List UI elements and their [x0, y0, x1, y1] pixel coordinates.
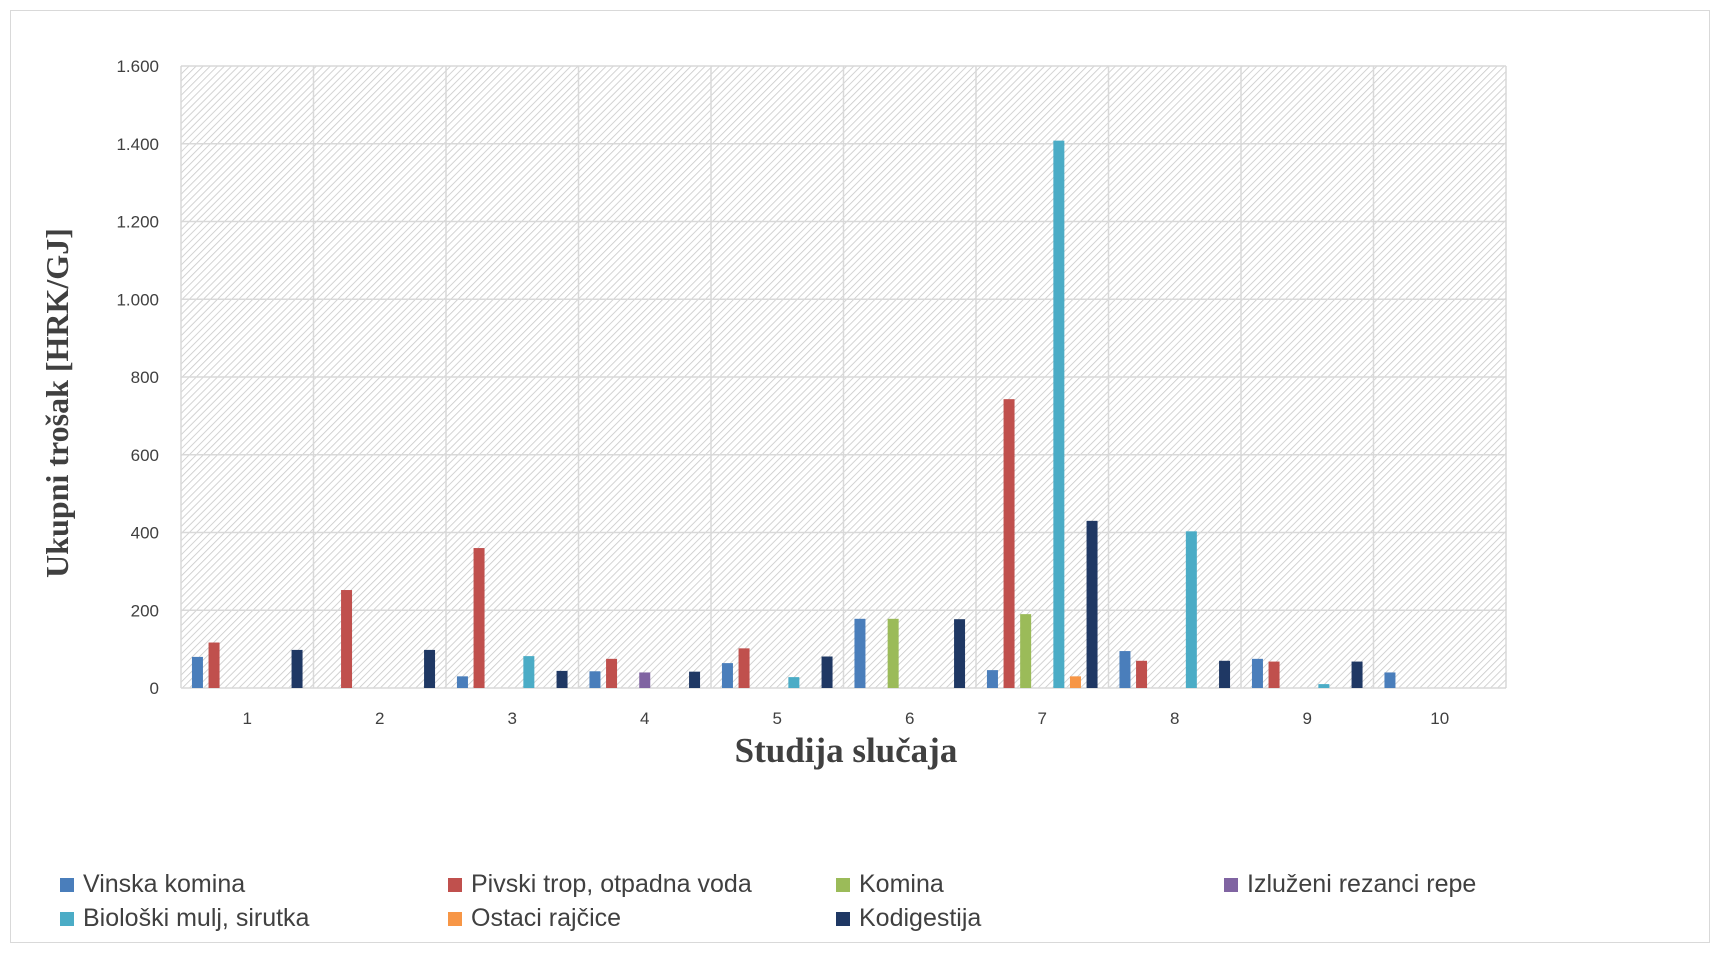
- bar: [721, 663, 733, 688]
- x-axis-title: Studija slučaja: [735, 731, 958, 770]
- bar: [689, 671, 701, 688]
- x-tick-label: 2: [375, 709, 384, 728]
- x-tick-label: 6: [905, 709, 914, 728]
- legend-label: Biološki mulj, sirutka: [83, 904, 310, 932]
- y-tick-label: 200: [131, 601, 159, 620]
- bar: [1119, 651, 1131, 688]
- bar: [191, 656, 203, 688]
- bar: [1136, 660, 1148, 688]
- x-tick-label: 1: [243, 709, 252, 728]
- bar: [788, 677, 800, 688]
- legend-swatch: [836, 911, 850, 926]
- gridlines: [180, 65, 1507, 689]
- bar: [424, 649, 436, 688]
- x-tick-label: 10: [1430, 709, 1449, 728]
- legend-label: Izluženi rezanci repe: [1247, 870, 1477, 898]
- y-tick-label: 600: [131, 446, 159, 465]
- y-tick-label: 1.400: [116, 135, 159, 154]
- bar: [1351, 661, 1363, 688]
- legend-item: Komina: [836, 870, 944, 899]
- legend-label: Ostaci rajčice: [471, 904, 622, 932]
- bar: [456, 676, 468, 688]
- bar: [1318, 684, 1330, 688]
- x-tick-label: 5: [773, 709, 782, 728]
- legend-swatch: [448, 911, 462, 926]
- bar: [1003, 399, 1015, 688]
- legend-label: Vinska komina: [83, 870, 246, 898]
- bar: [1020, 614, 1032, 688]
- x-tick-label: 4: [640, 709, 649, 728]
- y-tick-labels: 0 200 400 600 800 1.000 1.200 1.400 1.600: [116, 57, 159, 698]
- legend-label: Komina: [859, 870, 944, 898]
- bar: [341, 590, 353, 688]
- bar: [1185, 531, 1197, 688]
- bar: [1069, 676, 1081, 688]
- legend: Vinska komina Pivski trop, otpadna voda Ko…: [60, 862, 1700, 942]
- bar: [1268, 661, 1280, 688]
- bar: [606, 658, 618, 688]
- legend-item: Vinska komina: [60, 870, 245, 899]
- legend-swatch: [448, 877, 462, 892]
- bar: [523, 656, 535, 688]
- bar: [589, 671, 601, 688]
- x-tick-label: 9: [1303, 709, 1312, 728]
- chart-frame: [10, 10, 1710, 943]
- bar: [473, 548, 485, 688]
- bar: [1219, 660, 1231, 688]
- legend-swatch: [1224, 877, 1238, 892]
- x-tick-label: 3: [508, 709, 517, 728]
- y-tick-label: 1.200: [116, 213, 159, 232]
- legend-item: Pivski trop, otpadna voda: [448, 870, 752, 899]
- bar: [291, 649, 303, 688]
- x-tick-label: 7: [1038, 709, 1047, 728]
- bar: [986, 670, 998, 688]
- bar: [954, 619, 966, 688]
- bar: [821, 656, 833, 688]
- legend-item: Izluženi rezanci repe: [1224, 870, 1476, 899]
- legend-item: Ostaci rajčice: [448, 904, 621, 933]
- legend-item: Biološki mulj, sirutka: [60, 904, 309, 933]
- bar: [1251, 658, 1263, 688]
- y-tick-label: 1.600: [116, 57, 159, 76]
- x-tick-labels: 1 2 3 4 5 6 7 8 9 10: [243, 709, 1450, 728]
- bar: [1384, 672, 1396, 688]
- y-tick-label: 800: [131, 368, 159, 387]
- bar: [639, 672, 651, 688]
- y-axis-title: Ukupni trošak [HRK/GJ]: [39, 228, 75, 578]
- bar: [854, 618, 866, 688]
- bars: [191, 140, 1396, 688]
- legend-swatch: [60, 911, 74, 926]
- legend-item: Kodigestija: [836, 904, 981, 933]
- x-tick-label: 8: [1170, 709, 1179, 728]
- legend-swatch: [60, 877, 74, 892]
- bar: [208, 642, 220, 688]
- y-tick-label: 1.000: [116, 290, 159, 309]
- bar: [887, 618, 899, 688]
- bar-chart: 0 200 400 600 800 1.000 1.200 1.400 1.600 1 2 3 4 5 6…: [39, 57, 1507, 770]
- bar: [1086, 520, 1098, 688]
- bar: [556, 670, 568, 688]
- legend-label: Pivski trop, otpadna voda: [471, 870, 752, 898]
- y-tick-label: 0: [150, 679, 159, 698]
- bar: [1053, 140, 1065, 688]
- legend-label: Kodigestija: [859, 904, 982, 932]
- y-tick-label: 400: [131, 524, 159, 543]
- bar: [738, 648, 750, 688]
- legend-swatch: [836, 877, 850, 892]
